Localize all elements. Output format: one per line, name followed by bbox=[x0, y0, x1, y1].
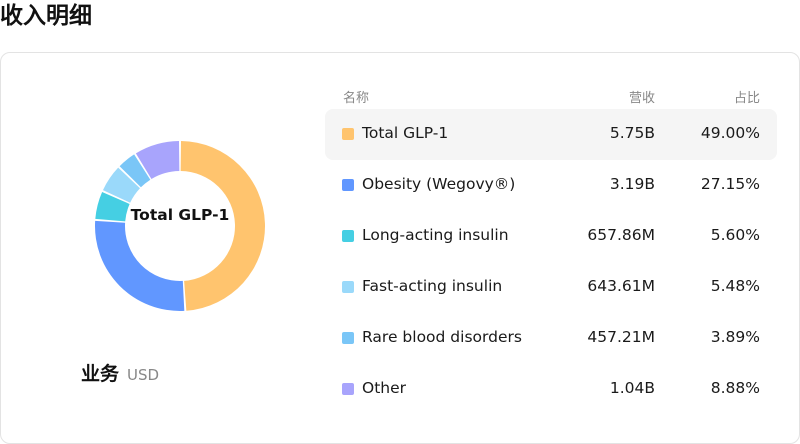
table-row[interactable]: Other 1.04B 8.88% bbox=[325, 364, 777, 415]
donut-chart-svg bbox=[95, 141, 265, 311]
row-share: 8.88% bbox=[710, 379, 760, 397]
row-revenue: 457.21M bbox=[587, 328, 655, 346]
donut-slice[interactable] bbox=[95, 191, 130, 222]
row-name: Other bbox=[362, 379, 407, 397]
color-swatch bbox=[342, 179, 354, 191]
row-revenue: 1.04B bbox=[609, 379, 655, 397]
row-share: 3.89% bbox=[710, 328, 760, 346]
color-swatch bbox=[342, 332, 354, 344]
donut-slice[interactable] bbox=[135, 141, 180, 179]
donut-slice[interactable] bbox=[180, 141, 265, 311]
donut-slice[interactable] bbox=[95, 220, 185, 311]
donut-center-label: Total GLP-1 bbox=[130, 206, 230, 224]
row-share: 27.15% bbox=[700, 175, 760, 193]
header-name: 名称 bbox=[343, 91, 370, 106]
color-swatch bbox=[342, 230, 354, 242]
table-row[interactable]: Rare blood disorders 457.21M 3.89% bbox=[325, 313, 777, 364]
color-swatch bbox=[342, 128, 354, 140]
row-name: Rare blood disorders bbox=[362, 328, 522, 346]
segment-caption: 业务 USD bbox=[81, 359, 271, 386]
segment-label: 业务 bbox=[81, 363, 120, 385]
page-title: 收入明细 bbox=[0, 3, 92, 29]
row-name: Total GLP-1 bbox=[362, 124, 449, 142]
table-row[interactable]: Fast-acting insulin 643.61M 5.48% bbox=[325, 262, 777, 313]
table-row[interactable]: Total GLP-1 5.75B 49.00% bbox=[325, 109, 777, 160]
header-share: 占比 bbox=[733, 91, 760, 106]
color-swatch bbox=[342, 281, 354, 293]
table-row[interactable]: Obesity (Wegovy®) 3.19B 27.15% bbox=[325, 160, 777, 211]
header-revenue: 营收 bbox=[628, 91, 655, 106]
donut-slice[interactable] bbox=[102, 167, 140, 203]
revenue-breakdown-card: Total GLP-1 业务 USD 名称 营收 占比 Total GLP-1 5… bbox=[0, 52, 800, 444]
row-revenue: 657.86M bbox=[587, 226, 655, 244]
row-revenue: 643.61M bbox=[587, 277, 655, 295]
donut-slice[interactable] bbox=[119, 154, 151, 188]
donut-chart: Total GLP-1 bbox=[95, 137, 265, 315]
revenue-table: 名称 营收 占比 Total GLP-1 5.75B 49.00% Obesity (… bbox=[325, 81, 777, 415]
row-share: 49.00% bbox=[700, 124, 760, 142]
color-swatch bbox=[342, 383, 354, 395]
row-revenue: 5.75B bbox=[609, 124, 655, 142]
currency-label: USD bbox=[127, 366, 160, 384]
table-header: 名称 营收 占比 bbox=[325, 81, 777, 109]
row-name: Obesity (Wegovy®) bbox=[362, 175, 516, 193]
row-share: 5.48% bbox=[710, 277, 760, 295]
row-name: Long-acting insulin bbox=[362, 226, 509, 244]
row-share: 5.60% bbox=[710, 226, 760, 244]
row-revenue: 3.19B bbox=[609, 175, 655, 193]
table-row[interactable]: Long-acting insulin 657.86M 5.60% bbox=[325, 211, 777, 262]
row-name: Fast-acting insulin bbox=[362, 277, 503, 295]
